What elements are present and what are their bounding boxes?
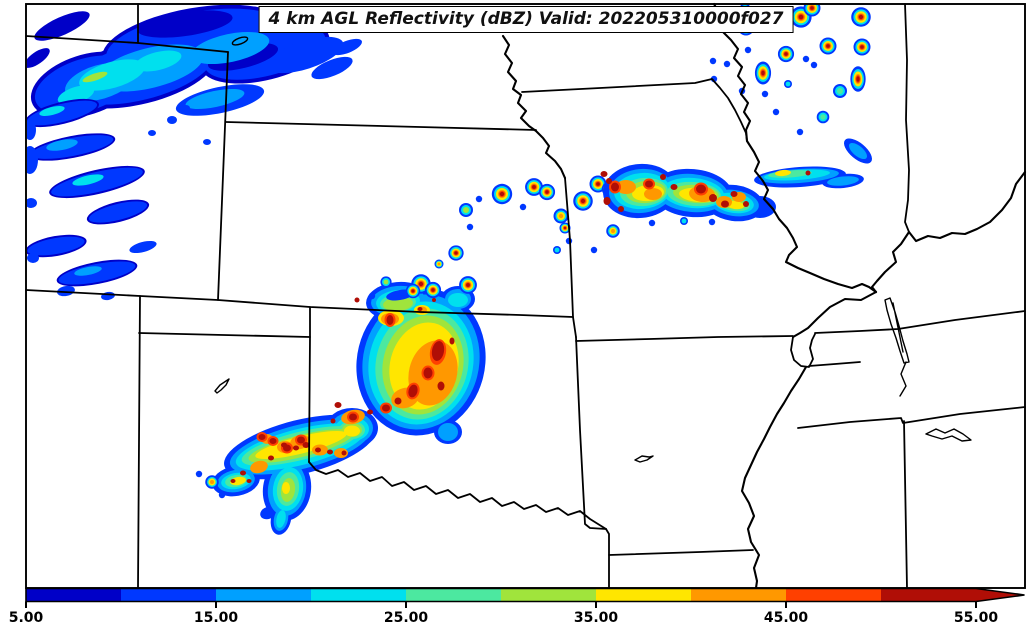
lake-arkansas bbox=[634, 455, 654, 463]
lake-texas-panhandle bbox=[214, 378, 230, 394]
border-missouri-arkansas bbox=[575, 335, 794, 342]
colorbar-tick-label: 5.00 bbox=[9, 610, 44, 626]
river-ohio bbox=[870, 170, 1027, 294]
colorbar-tick-label: 45.00 bbox=[764, 610, 809, 626]
river-missouri bbox=[501, 34, 567, 180]
colorbar: 5.00 15.00 25.00 35.00 45.00 55.00 bbox=[9, 587, 1025, 626]
colorbar-ticks: 5.00 15.00 25.00 35.00 45.00 55.00 bbox=[9, 601, 999, 626]
colorbar-over-arrow bbox=[976, 588, 1025, 602]
border-texas-oklahoma-100w bbox=[308, 306, 311, 463]
colorbar-segment-50-55 bbox=[881, 588, 976, 602]
colorbar-segment-35-40 bbox=[596, 588, 691, 602]
plot-title: 4 km AGL Reflectivity (dBZ) Valid: 20220… bbox=[258, 6, 794, 33]
colorbar-segment-10-15 bbox=[121, 588, 216, 602]
colorbar-segment-25-30 bbox=[406, 588, 501, 602]
colorbar-segment-40-45 bbox=[691, 588, 786, 602]
border-bootheel-south-fragment bbox=[808, 361, 861, 367]
colorbar-segment-5-10 bbox=[26, 588, 121, 602]
river-mississippi-middle bbox=[791, 290, 878, 339]
border-texas-arkansas bbox=[605, 528, 610, 589]
lake-kentucky bbox=[884, 297, 910, 397]
colorbar-tick-label: 35.00 bbox=[574, 610, 619, 626]
border-37n-line bbox=[25, 289, 574, 318]
border-illinois-indiana bbox=[904, 3, 910, 233]
border-newmexico-texas bbox=[137, 295, 141, 589]
border-35n-line bbox=[797, 406, 1026, 429]
colorbar-segment-20-25 bbox=[311, 588, 406, 602]
colorbar-tick-label: 15.00 bbox=[194, 610, 239, 626]
river-mississippi-upper bbox=[712, 2, 878, 294]
border-nebraska-kansas bbox=[225, 121, 537, 131]
border-bootheel bbox=[790, 333, 816, 368]
radar-echo-layer bbox=[27, 5, 873, 535]
colorbar-segments bbox=[26, 588, 976, 602]
river-mississippi-lower bbox=[740, 365, 808, 590]
colorbar-tick-label: 55.00 bbox=[954, 610, 999, 626]
border-colorado-north bbox=[25, 35, 229, 53]
border-red-river bbox=[308, 461, 607, 530]
echo-region-colorado-stratiform bbox=[27, 5, 363, 301]
colorbar-segment-30-35 bbox=[501, 588, 596, 602]
colorbar-outline bbox=[25, 587, 1025, 603]
echo-region-kansas-oklahoma-complex bbox=[195, 223, 486, 535]
border-mississippi-alabama bbox=[903, 420, 908, 589]
border-oklahoma-panhandle-south bbox=[138, 332, 311, 338]
border-arkansas-louisiana bbox=[608, 549, 754, 556]
state-borders bbox=[25, 2, 1027, 590]
colorbar-segment-45-50 bbox=[786, 588, 881, 602]
echo-region-wisconsin-illinois-cells bbox=[709, 5, 873, 164]
colorbar-tick-label: 25.00 bbox=[384, 610, 429, 626]
echo-region-missouri-line bbox=[459, 163, 864, 254]
border-oklahoma-arkansas bbox=[575, 336, 607, 530]
lake-nebraska bbox=[231, 36, 249, 46]
border-iowa-missouri bbox=[521, 78, 748, 142]
colorbar-segment-15-20 bbox=[216, 588, 311, 602]
river-tennessee-alabama bbox=[925, 428, 972, 442]
border-tennessee-kentucky bbox=[814, 310, 1026, 334]
border-kansas-missouri-south bbox=[564, 177, 577, 338]
border-colorado-east bbox=[217, 51, 229, 301]
